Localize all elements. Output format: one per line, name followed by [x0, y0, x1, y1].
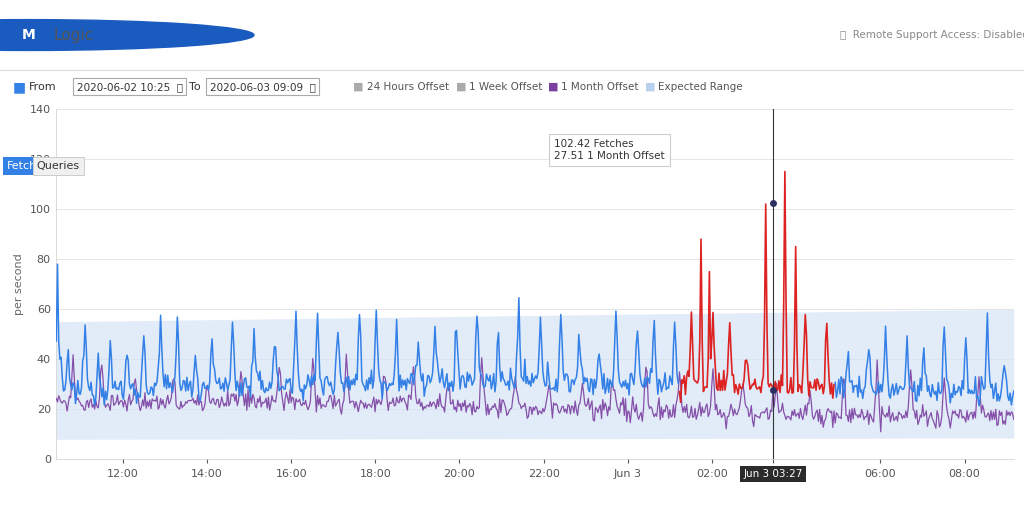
Text: 1 Week Offset: 1 Week Offset — [469, 82, 543, 92]
Text: 2020-06-03 09:09  📅: 2020-06-03 09:09 📅 — [210, 82, 315, 92]
Text: 1 Month Offset: 1 Month Offset — [561, 82, 639, 92]
Text: Logic: Logic — [53, 28, 93, 43]
Text: ■: ■ — [548, 82, 558, 92]
Text: Monitor: Monitor — [95, 28, 162, 43]
Text: 24 Hours Offset: 24 Hours Offset — [367, 82, 449, 92]
Text: 102.42 Fetches
27.51 1 Month Offset: 102.42 Fetches 27.51 1 Month Offset — [554, 139, 665, 160]
Text: ■: ■ — [645, 82, 655, 92]
Text: Expected Range: Expected Range — [658, 82, 743, 92]
Text: 2020-06-02 10:25  📅: 2020-06-02 10:25 📅 — [77, 82, 183, 92]
Text: Queries: Queries — [37, 161, 80, 171]
Text: ■: ■ — [353, 82, 364, 92]
Y-axis label: per second: per second — [14, 253, 25, 315]
Text: ■: ■ — [12, 80, 26, 94]
Text: From: From — [29, 82, 56, 92]
Text: M: M — [22, 28, 36, 42]
Text: Fetches: Fetches — [7, 161, 50, 171]
Circle shape — [0, 20, 254, 50]
Text: ⓘ  Remote Support Access: Disabled: ⓘ Remote Support Access: Disabled — [840, 30, 1024, 40]
Text: ■: ■ — [456, 82, 466, 92]
Text: To: To — [189, 82, 201, 92]
